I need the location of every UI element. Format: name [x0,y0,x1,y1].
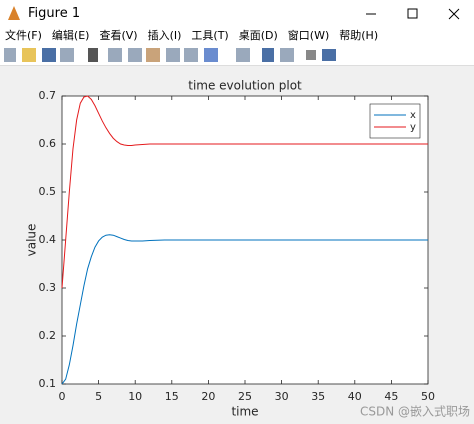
x-tick-label: 0 [59,390,66,403]
chart-title: time evolution plot [188,79,302,93]
x-tick-label: 40 [348,390,362,403]
legend-label: x [410,110,416,121]
x-tick-label: 10 [128,390,142,403]
chart: time evolution plot time value CSDN @嵌入式… [0,66,474,424]
x-tick-label: 35 [311,390,325,403]
toolbar-icons[interactable] [0,45,474,65]
x-tick-label: 30 [275,390,289,403]
menu-item[interactable]: 插入(I) [147,29,182,42]
menu-item[interactable]: 工具(T) [191,29,229,42]
window-title: Figure 1 [28,6,81,21]
menu-item[interactable]: 编辑(E) [51,29,90,42]
y-tick-label: 0.5 [39,185,57,198]
maximize-button[interactable] [407,8,418,19]
x-axis-label: time [231,405,258,419]
legend-label: y [410,122,416,133]
app-icon [8,6,20,20]
menu-item[interactable]: 帮助(H) [339,29,379,42]
toolbar [0,45,474,66]
y-tick-label: 0.2 [39,329,57,342]
y-tick-label: 0.1 [39,377,57,390]
y-axis-label: value [25,224,39,257]
y-tick-label: 0.3 [39,281,57,294]
series-line [61,234,428,385]
y-tick-label: 0.7 [39,89,57,102]
x-tick-label: 20 [201,390,215,403]
x-tick-label: 50 [421,390,435,403]
x-tick-label: 15 [165,390,179,403]
menu-item[interactable]: 窗口(W) [287,29,330,42]
x-tick-label: 45 [384,390,398,403]
x-tick-label: 25 [238,390,252,403]
y-tick-label: 0.6 [39,137,57,150]
series-line [61,95,428,289]
menu-item[interactable]: 文件(F) [5,29,42,42]
close-button[interactable] [448,8,460,20]
menu-item[interactable]: 查看(V) [99,29,138,42]
menu-bar: 文件(F) 编辑(E) 查看(V) 插入(I) 工具(T) 桌面(D) 窗口(W) 帮助(H) [0,28,474,44]
x-tick-label: 5 [95,390,102,403]
title-bar: Figure 1 [0,0,474,28]
menu-item[interactable]: 桌面(D) [238,29,278,42]
legend-box [369,103,421,139]
y-tick-label: 0.4 [39,233,57,246]
title-icons [8,6,460,20]
watermark: CSDN @嵌入式职场 [360,405,470,419]
